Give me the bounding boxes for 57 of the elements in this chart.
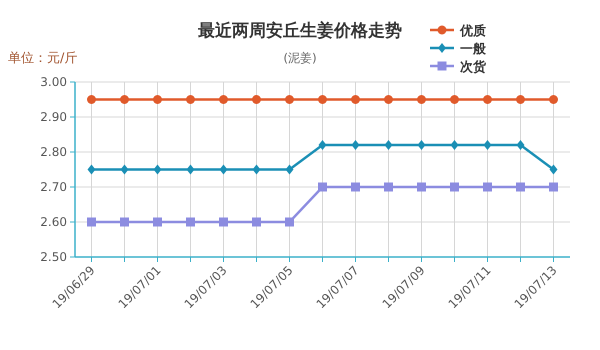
y-tick-label: 2.90 [40,110,67,124]
point [285,95,294,104]
point [186,164,194,174]
point [153,218,162,226]
point [516,140,524,150]
point [120,95,129,104]
chart-title: 最近两周安丘生姜价格走势 [197,20,402,41]
point [516,182,525,192]
y-tick-label: 3.00 [40,75,67,89]
y-tick-label: 2.80 [40,145,67,159]
point [87,218,96,226]
legend-label: 次货 [460,59,487,75]
point [154,164,162,174]
y-tick-label: 2.70 [40,180,67,194]
point [120,164,128,174]
point [483,95,492,104]
point [351,95,360,104]
point [219,95,228,104]
point [220,164,228,174]
point [153,95,162,104]
point [450,140,458,150]
point [219,218,228,226]
point [484,140,492,150]
point [417,95,426,104]
point [318,95,327,104]
point [417,182,426,192]
point [384,182,393,192]
point [252,218,261,226]
legend-label: 一般 [460,42,487,57]
point [550,164,558,174]
point [87,95,96,104]
point [549,95,558,104]
point [351,182,360,192]
point [186,95,195,104]
y-tick-label: 2.50 [40,250,67,264]
point [384,95,393,104]
point [483,182,492,192]
point [516,95,525,104]
point [418,140,426,150]
point [252,164,260,174]
text: 单位：元/斤 [8,51,78,66]
point [88,164,96,174]
point [352,140,360,150]
point [252,95,261,104]
point [285,218,294,226]
point [450,95,459,104]
point [450,182,459,192]
point [549,182,558,192]
chart-subtitle: (泥姜) [283,51,317,65]
y-tick-label: 2.60 [40,215,67,229]
legend-label: 优质 [459,23,486,39]
point [120,218,129,226]
point [186,218,195,226]
point [286,164,294,174]
point [384,140,392,150]
point [318,182,327,192]
point [318,140,326,150]
